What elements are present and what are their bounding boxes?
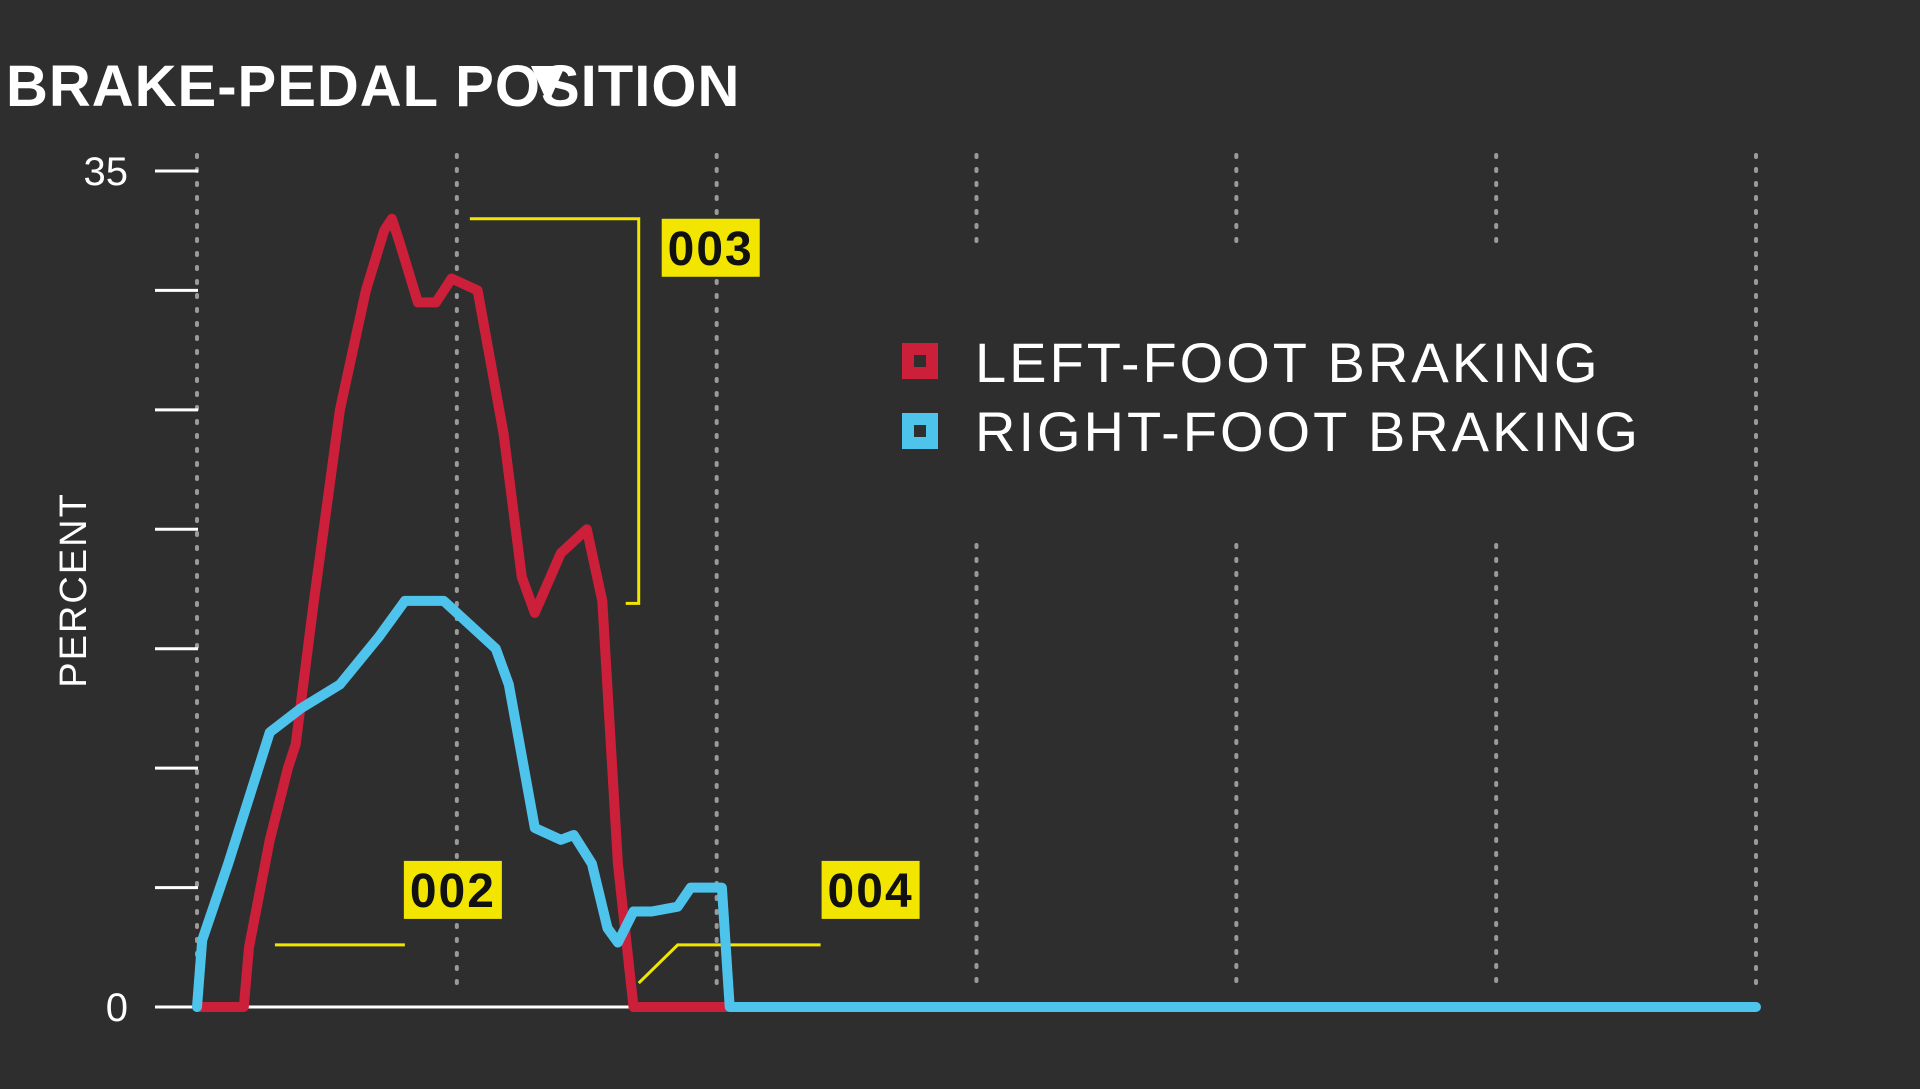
callout-003-label: 003	[668, 223, 754, 276]
y-axis-label: PERCENT	[53, 492, 95, 688]
legend-label-left-foot: LEFT-FOOT BRAKING	[975, 331, 1601, 394]
series-line-left-foot	[192, 213, 748, 1012]
callout-004-line	[637, 943, 821, 985]
callout-003-bracket	[469, 217, 641, 605]
legend-swatch-right-foot-inner	[914, 425, 926, 437]
callout-002-box	[403, 860, 502, 919]
legend: LEFT-FOOT BRAKING RIGHT-FOOT BRAKING	[902, 331, 1641, 463]
series-line-right-foot	[192, 595, 1761, 1012]
annotations: 002 003 004	[274, 217, 920, 985]
callout-004-label: 004	[828, 865, 914, 918]
y-tick-label-35: 35	[84, 150, 129, 194]
grid-lines	[195, 153, 1758, 997]
y-tick-label-0: 0	[106, 986, 128, 1030]
callout-002-label: 002	[410, 865, 496, 918]
legend-swatch-left-foot-inner	[914, 355, 926, 367]
triangle-down-icon	[531, 66, 565, 104]
legend-item-left-foot: LEFT-FOOT BRAKING	[902, 331, 1601, 394]
chart-title: BRAKE-PEDAL POSITION	[6, 54, 740, 119]
series-lines	[192, 213, 1761, 1012]
callout-004-box	[821, 860, 920, 919]
legend-item-right-foot: RIGHT-FOOT BRAKING	[902, 400, 1641, 463]
legend-label-right-foot: RIGHT-FOOT BRAKING	[975, 400, 1641, 463]
callout-003-box	[661, 218, 760, 277]
